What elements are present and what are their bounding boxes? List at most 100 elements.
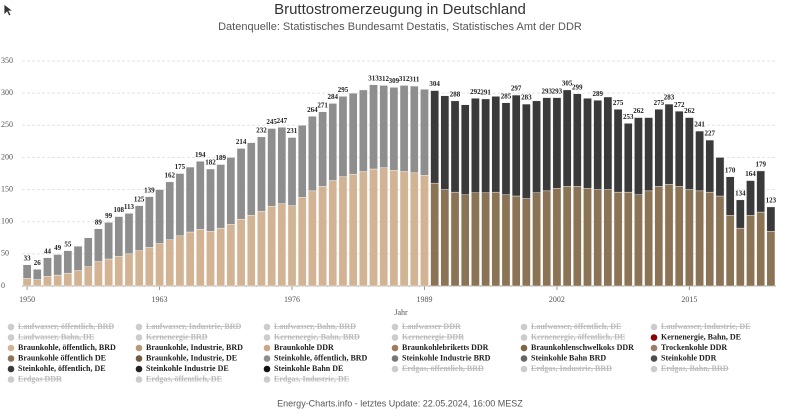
bar-segment [206, 231, 215, 287]
bar-segment [613, 109, 623, 193]
legend-label[interactable]: Laufwasser, öffentlich, BRD [18, 322, 114, 331]
legend-swatch[interactable] [391, 344, 399, 352]
legend-swatch[interactable] [263, 334, 271, 341]
legend-label[interactable]: Kernenergie, Bahn, BRD [274, 332, 360, 341]
legend-label[interactable]: Laufwasser, öffentlich, DE [531, 322, 621, 331]
legend-label[interactable]: Steinkohle, öffentlich, BRD [274, 353, 368, 362]
legend-label[interactable]: Steinkohle Industrie BRD [402, 353, 491, 362]
bar-segment [389, 170, 399, 287]
legend-swatch[interactable] [135, 334, 143, 341]
bar-segment [185, 231, 195, 287]
legend-label[interactable]: Kernenergie DDR [402, 332, 464, 341]
legend-label[interactable]: Steinkohle Bahn BRD [531, 353, 606, 362]
bar-segment [63, 250, 73, 274]
legend-swatch[interactable] [650, 323, 658, 331]
legend-label[interactable]: Erdgas, Industrie, BRD [531, 364, 612, 373]
legend-label[interactable]: Braunkohlenschwelkoks DDR [531, 343, 634, 352]
bar-segment [522, 103, 531, 199]
bar-segment [308, 190, 317, 287]
legend-swatch[interactable] [263, 376, 271, 383]
y-tick-label: 150 [1, 184, 13, 193]
legend-label[interactable]: Laufwasser, Bahn, BRD [274, 322, 356, 331]
legend-swatch[interactable] [520, 365, 528, 373]
bar-segment [83, 237, 93, 267]
total-label: 44 [44, 247, 52, 255]
legend-swatch[interactable] [135, 344, 143, 352]
legend-label[interactable]: Erdgas, Bahn, BRD [661, 364, 729, 373]
bar-segment [379, 85, 388, 168]
legend-label[interactable]: Steinkohle DDR [661, 353, 717, 362]
legend-swatch[interactable] [650, 344, 658, 352]
total-label: 214 [236, 138, 247, 146]
legend-swatch[interactable] [7, 344, 15, 352]
x-tick-label: 2015 [681, 295, 697, 304]
legend-label[interactable]: Erdgas, Industrie, DE [274, 374, 349, 383]
legend-swatch[interactable] [7, 355, 15, 362]
total-label: 170 [725, 166, 736, 174]
legend-label[interactable]: Laufwasser DDR [402, 322, 461, 331]
legend-swatch[interactable] [650, 365, 658, 373]
legend-swatch[interactable] [135, 323, 143, 331]
legend-label[interactable]: Steinkohle Industrie DE [146, 364, 229, 373]
legend-swatch[interactable] [520, 355, 528, 362]
bar-segment [715, 157, 725, 197]
legend-swatch[interactable] [520, 344, 528, 352]
total-label: 283 [521, 94, 532, 102]
legend-swatch[interactable] [263, 323, 271, 331]
legend-label[interactable]: Erdgas DDR [18, 374, 62, 383]
legend-swatch[interactable] [263, 365, 271, 373]
legend-swatch[interactable] [7, 376, 15, 383]
legend-label[interactable]: Erdgas, öffentlich, DE [146, 374, 222, 383]
bar-segment [246, 215, 256, 287]
legend-swatch[interactable] [520, 323, 528, 331]
legend-label[interactable]: Braunkohlebriketts DDR [402, 343, 489, 352]
legend-label[interactable]: Erdgas, öffentlich, BRD [402, 364, 484, 373]
legend-label[interactable]: Laufwasser, Industrie, BRD [146, 322, 241, 331]
legend-label[interactable]: Steinkohle, öffentlich, DE [18, 364, 106, 373]
legend-label[interactable]: Braunkohle, Industrie, DE [146, 353, 237, 362]
legend-swatch[interactable] [650, 355, 658, 362]
bar-segment [53, 274, 62, 287]
legend-swatch[interactable] [391, 365, 399, 373]
legend-swatch[interactable] [7, 365, 15, 373]
legend-label[interactable]: Braunkohle, öffentlich, BRD [18, 343, 116, 352]
legend-swatch[interactable] [7, 334, 15, 341]
legend-swatch[interactable] [391, 334, 399, 341]
legend-swatch[interactable] [650, 334, 658, 341]
legend-swatch[interactable] [520, 334, 528, 341]
total-label: 108 [114, 206, 125, 214]
total-label: 293 [552, 87, 563, 95]
legend-swatch[interactable] [135, 376, 143, 383]
legend-label[interactable]: Laufwasser, Bahn, DE [18, 332, 94, 341]
total-label: 292 [470, 88, 481, 96]
legend-label[interactable]: Braunkohle öffentlich DE [18, 353, 106, 362]
legend-swatch[interactable] [263, 344, 271, 352]
legend-label[interactable]: Laufwasser, Industrie, DE [661, 322, 751, 331]
bar-segment [257, 211, 266, 287]
total-label: 304 [429, 80, 440, 88]
total-label: 312 [378, 75, 389, 83]
bar-segment [501, 102, 511, 195]
total-label: 312 [399, 75, 410, 83]
legend-label[interactable]: Braunkohle DDR [274, 343, 334, 352]
legend-swatch[interactable] [135, 355, 143, 362]
bar-segment [308, 116, 317, 192]
legend-label[interactable]: Kernenergie, Bahn, DE [661, 332, 741, 341]
total-label: 55 [64, 240, 72, 248]
x-tick-label: 1976 [284, 295, 300, 304]
legend-swatch[interactable] [263, 355, 271, 362]
legend-swatch[interactable] [391, 323, 399, 331]
legend-swatch[interactable] [135, 365, 143, 373]
bar-segment [399, 171, 409, 287]
legend-label[interactable]: Steinkohle Bahn DE [274, 364, 343, 373]
legend-label[interactable]: Braunkohle, Industrie, BRD [146, 343, 243, 352]
legend-swatch[interactable] [7, 323, 15, 331]
total-label: 272 [674, 101, 685, 109]
legend-swatch[interactable] [391, 355, 399, 362]
legend-label[interactable]: Kernenergie BRD [146, 332, 208, 341]
legend-label[interactable]: Trockenkohle DDR [661, 343, 727, 352]
bar-segment [236, 148, 246, 220]
total-label: 293 [541, 87, 552, 95]
legend-label[interactable]: Kernenergie, öffentlich, DE [531, 332, 625, 341]
